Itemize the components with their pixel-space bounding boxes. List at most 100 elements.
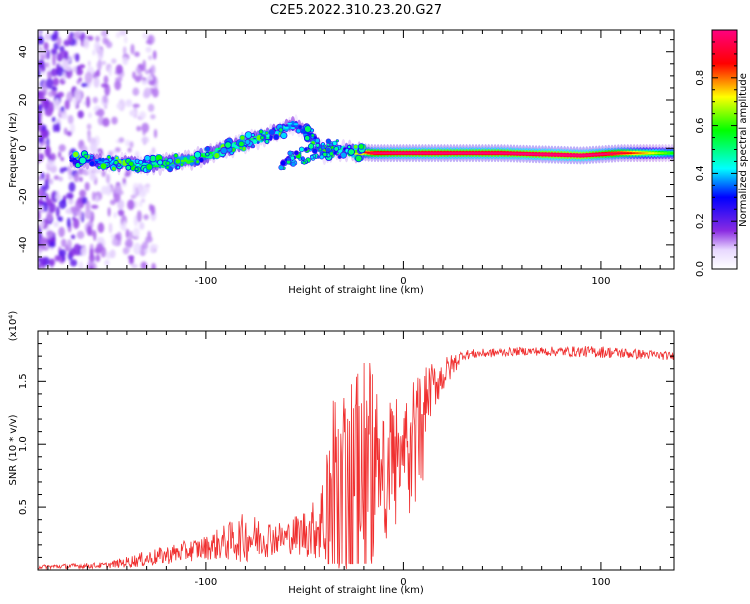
signal-blob — [111, 166, 117, 172]
noise-spot — [64, 99, 70, 110]
signal-blob — [328, 151, 334, 157]
noise-spot — [72, 66, 77, 73]
signal-cell — [575, 154, 580, 157]
noise-spot — [114, 79, 122, 91]
signal-cell — [154, 165, 160, 168]
snr-x-tick-label: 100 — [591, 577, 610, 588]
noise-spot — [73, 243, 82, 256]
signal-cell — [417, 152, 422, 155]
noise-spot — [101, 170, 106, 177]
noise-spot — [92, 262, 97, 269]
noise-spot — [39, 219, 45, 229]
noise-spot — [88, 35, 94, 41]
noise-spot — [122, 177, 127, 184]
noise-spot — [38, 209, 41, 222]
noise-spot — [145, 236, 149, 245]
noise-spot — [129, 109, 137, 117]
signal-cell — [391, 152, 397, 155]
noise-spot — [38, 153, 42, 164]
noise-spot — [52, 77, 60, 87]
signal-cell — [183, 159, 188, 162]
signal-blob — [176, 165, 181, 170]
noise-spot — [38, 49, 47, 56]
noise-spot — [149, 203, 153, 212]
signal-cell — [442, 152, 447, 155]
noise-spot — [38, 137, 45, 143]
signal-cell — [467, 152, 472, 155]
noise-spot — [108, 66, 112, 77]
noise-spot — [46, 49, 50, 60]
signal-cell — [426, 152, 431, 155]
signal-cell — [625, 152, 630, 155]
signal-cell — [597, 153, 602, 156]
signal-cell — [372, 152, 378, 155]
noise-spot — [148, 80, 156, 86]
signal-cell — [660, 152, 665, 155]
noise-spot — [53, 221, 59, 228]
noise-spot — [150, 64, 156, 75]
signal-cell — [461, 152, 466, 155]
noise-spot — [125, 100, 133, 108]
noise-spot — [91, 191, 96, 201]
noise-spot — [53, 175, 60, 180]
colorbar-tick-label: 0.2 — [695, 213, 706, 229]
snr-axes: -100 0 100 0.5 1.0 1.5 — [18, 330, 674, 588]
signal-cell — [186, 161, 191, 164]
noise-spot — [152, 50, 157, 60]
noise-spot — [142, 59, 146, 72]
noise-spot — [104, 104, 108, 110]
noise-spot — [47, 159, 56, 168]
noise-spot — [58, 144, 66, 152]
signal-blob — [220, 146, 228, 155]
signal-blob — [244, 131, 253, 139]
noise-spot — [85, 200, 91, 212]
signal-blob — [290, 155, 295, 161]
noise-spot — [113, 184, 122, 195]
noise-spot — [51, 116, 56, 123]
noise-spot — [84, 71, 93, 84]
noise-spot — [129, 141, 134, 149]
noise-spot — [83, 38, 90, 50]
signal-blob — [287, 157, 291, 161]
signal-blob — [113, 159, 119, 166]
noise-spot — [113, 192, 121, 203]
noise-spot — [115, 64, 123, 75]
signal-blob — [315, 143, 320, 148]
signal-cell — [375, 152, 381, 155]
spectrogram-heatmap — [38, 30, 674, 269]
noise-spot — [50, 48, 58, 55]
signal-cell — [584, 154, 589, 157]
signal-cell — [401, 152, 406, 155]
noise-spot — [87, 112, 93, 119]
spectrogram-axes: -100 0 100 40 20 0 -20 -40 — [18, 30, 674, 287]
signal-blob — [298, 146, 305, 153]
noise-spot — [100, 30, 108, 37]
signal-cell — [432, 152, 438, 155]
spectrogram-y-tick-label: 40 — [18, 45, 29, 58]
signal-blob — [179, 162, 184, 167]
signal-cell — [423, 152, 428, 155]
signal-cell — [521, 152, 526, 155]
noise-spot — [130, 43, 135, 55]
noise-spot — [49, 240, 56, 248]
noise-spot — [38, 30, 41, 39]
noise-spot — [87, 60, 91, 67]
noise-spot — [91, 204, 99, 209]
signal-blob — [358, 143, 365, 150]
noise-spot — [47, 70, 51, 77]
noise-spot — [78, 166, 84, 175]
signal-cell — [72, 158, 77, 160]
noise-spot — [146, 184, 150, 194]
signal-cell — [265, 137, 270, 139]
noise-spot — [100, 83, 108, 88]
signal-cell — [388, 152, 393, 155]
signal-cell — [568, 154, 574, 157]
signal-cell — [647, 152, 653, 155]
signal-blob — [333, 150, 338, 155]
noise-spot — [153, 128, 158, 139]
signal-blob — [144, 154, 151, 162]
noise-spot — [50, 165, 57, 174]
noise-spot — [78, 261, 84, 269]
snr-y-tick-label: 1.5 — [18, 373, 29, 389]
